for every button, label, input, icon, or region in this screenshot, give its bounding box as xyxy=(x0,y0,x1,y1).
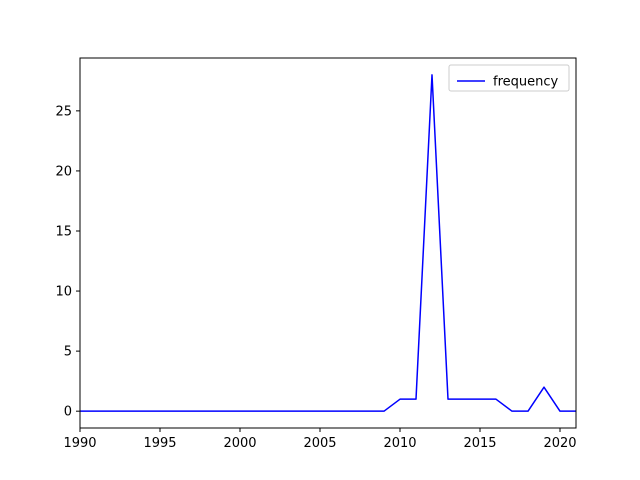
x-tick-label-3: 2005 xyxy=(303,436,336,451)
x-tick-label-0: 1990 xyxy=(63,436,96,451)
x-tick-label-6: 2020 xyxy=(543,436,576,451)
y-tick-label-1: 5 xyxy=(64,345,72,360)
y-tick-label-5: 25 xyxy=(55,104,72,119)
y-tick-label-4: 20 xyxy=(55,164,72,179)
series-line-0 xyxy=(80,74,576,412)
plot-area xyxy=(80,58,576,428)
y-tick-label-3: 15 xyxy=(55,224,72,239)
x-tick-label-2: 2000 xyxy=(223,436,256,451)
y-axis-ticks: 0 5 10 15 20 25 xyxy=(55,104,80,420)
legend-box xyxy=(448,64,570,92)
x-tick-label-1: 1995 xyxy=(143,436,176,451)
x-tick-label-4: 2010 xyxy=(383,436,416,451)
y-tick-label-2: 10 xyxy=(55,285,72,300)
plot-frame xyxy=(79,57,577,429)
y-tick-label-0: 0 xyxy=(64,405,72,420)
series-layer xyxy=(80,74,576,412)
legend: frequency xyxy=(448,64,570,92)
x-axis-ticks: 1990 1995 2000 2005 2010 2015 2020 xyxy=(63,428,577,451)
legend-label-0: frequency xyxy=(493,75,559,90)
x-tick-label-5: 2015 xyxy=(463,436,496,451)
